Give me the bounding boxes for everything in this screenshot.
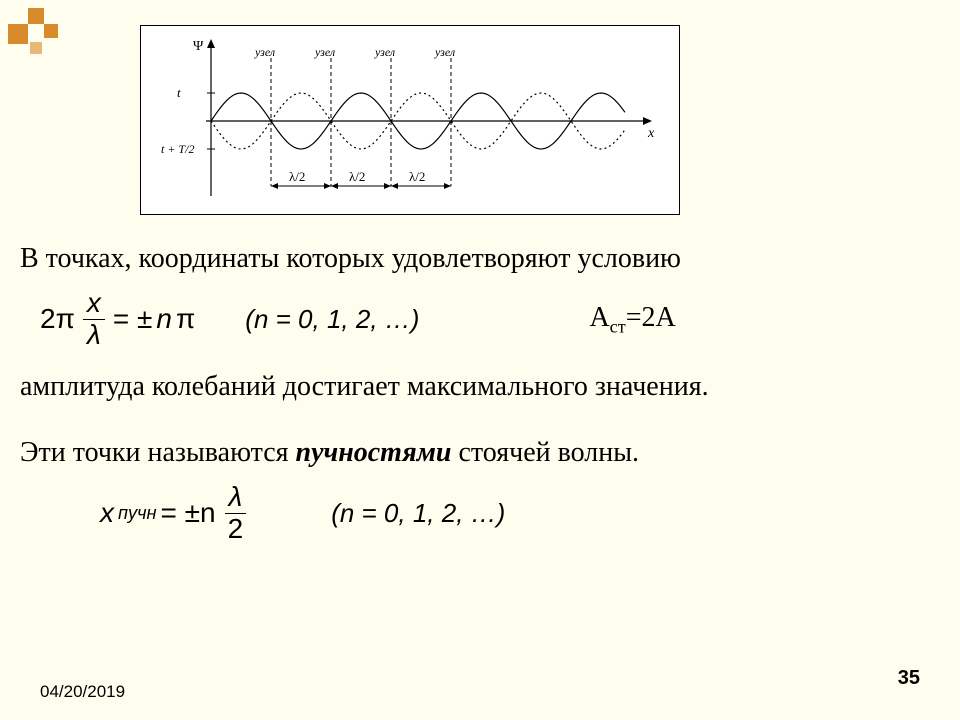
- wave-svg: Ψx t t + T/2 узел узел узел узел λ/2 λ/2 λ/2: [156, 36, 666, 206]
- n-set-1: (n = 0, 1, 2, …): [245, 302, 419, 337]
- svg-text:узел: узел: [434, 45, 455, 59]
- svg-text:t + T/2: t + T/2: [161, 142, 194, 156]
- svg-text:Ψ: Ψ: [193, 39, 204, 54]
- svg-text:λ/2: λ/2: [289, 169, 305, 184]
- n-set-2: (n = 0, 1, 2, …): [331, 496, 505, 531]
- svg-text:узел: узел: [314, 45, 335, 59]
- standing-wave-graph: Ψx t t + T/2 узел узел узел узел λ/2 λ/2 λ/2: [140, 25, 680, 215]
- svg-text:t: t: [177, 85, 181, 100]
- equation-row-1: 2π x λ = ± n π (n = 0, 1, 2, …) Аст=2А: [40, 288, 930, 351]
- svg-text:x: x: [647, 126, 655, 141]
- text-line-3: Эти точки называются пучностями стоячей …: [20, 434, 930, 472]
- main-content: В точках, координаты которых удовлетворя…: [20, 240, 930, 563]
- svg-text:узел: узел: [254, 45, 275, 59]
- svg-text:λ/2: λ/2: [349, 169, 365, 184]
- text-line-1: В точках, координаты которых удовлетворя…: [20, 240, 930, 278]
- svg-text:узел: узел: [374, 45, 395, 59]
- footer-date: 04/20/2019: [40, 682, 125, 702]
- text-line-2: амплитуда колебаний достигает максимальн…: [20, 368, 930, 406]
- svg-text:λ/2: λ/2: [409, 169, 425, 184]
- amplitude-equation: Аст=2А: [589, 299, 675, 339]
- equation-row-2: xпучн = ±n λ 2 (n = 0, 1, 2, …): [100, 482, 930, 545]
- condition-equation: 2π x λ = ± n π: [40, 288, 195, 351]
- footer-page-number: 35: [898, 667, 920, 690]
- corner-decoration: [8, 8, 68, 68]
- antinode-equation: xпучн = ±n λ 2: [100, 482, 251, 545]
